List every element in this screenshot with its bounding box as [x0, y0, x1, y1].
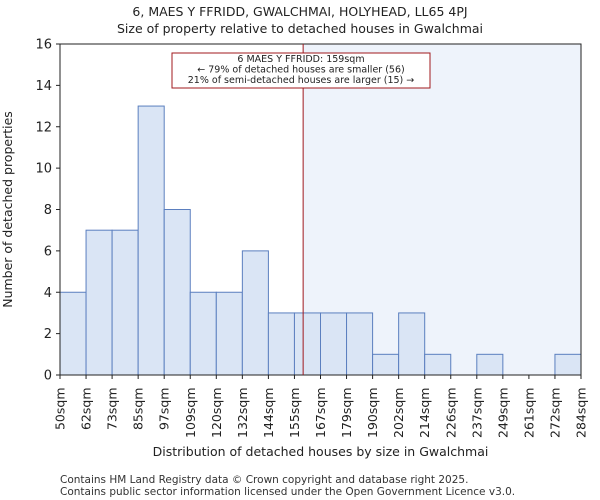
annotation-text-1: 6 MAES Y FFRIDD: 159sqm [237, 54, 364, 65]
x-tick-label: 97sqm [157, 388, 172, 431]
chart-title-line1: 6, MAES Y FFRIDD, GWALCHMAI, HOLYHEAD, L… [132, 4, 468, 19]
x-tick-label: 50sqm [53, 388, 68, 431]
histogram-bar [241, 250, 269, 376]
histogram-bar [476, 353, 504, 376]
x-tick-label: 73sqm [105, 388, 120, 431]
histogram-bar [137, 105, 165, 376]
x-tick-label: 272sqm [547, 388, 562, 438]
footer-line1: Contains HM Land Registry data © Crown c… [60, 474, 469, 486]
x-tick-label: 109sqm [183, 388, 198, 438]
y-tick-label: 2 [44, 327, 52, 342]
histogram-bar [320, 312, 348, 376]
x-tick-label: 132sqm [235, 388, 250, 438]
y-tick-label: 0 [44, 369, 52, 384]
histogram-bar [59, 291, 87, 376]
x-tick-label: 214sqm [417, 388, 432, 438]
x-tick-label: 179sqm [339, 388, 354, 438]
x-tick-label: 237sqm [469, 388, 484, 438]
x-axis-label: Distribution of detached houses by size … [153, 444, 489, 459]
histogram-bar [85, 229, 113, 376]
histogram-bar [398, 312, 426, 376]
histogram-bar [293, 312, 322, 376]
histogram-bar [111, 229, 139, 376]
x-tick-label: 202sqm [391, 388, 406, 438]
histogram-bar [372, 353, 400, 376]
y-tick-label: 12 [35, 120, 52, 135]
histogram-bar [215, 291, 243, 376]
histogram-bar [163, 209, 191, 376]
x-tick-label: 167sqm [313, 388, 328, 438]
x-tick-label: 85sqm [131, 388, 146, 431]
chart-title-line2: Size of property relative to detached ho… [116, 21, 484, 36]
y-tick-label: 8 [44, 203, 52, 218]
histogram-bar [554, 353, 582, 376]
attribution-footer: Contains HM Land Registry data © Crown c… [60, 474, 515, 498]
histogram-bar [424, 353, 452, 376]
y-tick-label: 16 [35, 38, 52, 53]
x-tick-label: 120sqm [209, 388, 224, 438]
x-tick-label: 226sqm [443, 388, 458, 438]
annotation-text-2: ← 79% of detached houses are smaller (56… [197, 65, 404, 76]
y-tick-label: 14 [35, 79, 52, 94]
x-tick-label: 261sqm [521, 388, 536, 438]
x-tick-label: 144sqm [261, 388, 276, 438]
y-axis-label: Number of detached properties [0, 111, 15, 308]
histogram-bar [267, 312, 295, 376]
y-tick-label: 6 [44, 244, 52, 259]
x-tick-label: 249sqm [495, 387, 510, 437]
x-tick-label: 62sqm [79, 388, 94, 431]
histogram-bar [346, 312, 374, 376]
x-tick-label: 155sqm [287, 388, 302, 438]
x-tick-label: 284sqm [574, 388, 589, 438]
y-tick-label: 10 [35, 162, 52, 177]
y-tick-label: 4 [44, 286, 52, 301]
x-tick-label: 190sqm [365, 388, 380, 438]
footer-line2: Contains public sector information licen… [60, 486, 516, 498]
histogram-bar [189, 291, 217, 376]
annotation-box [171, 52, 431, 89]
annotation-text-3: 21% of semi-detached houses are larger (… [188, 75, 415, 86]
